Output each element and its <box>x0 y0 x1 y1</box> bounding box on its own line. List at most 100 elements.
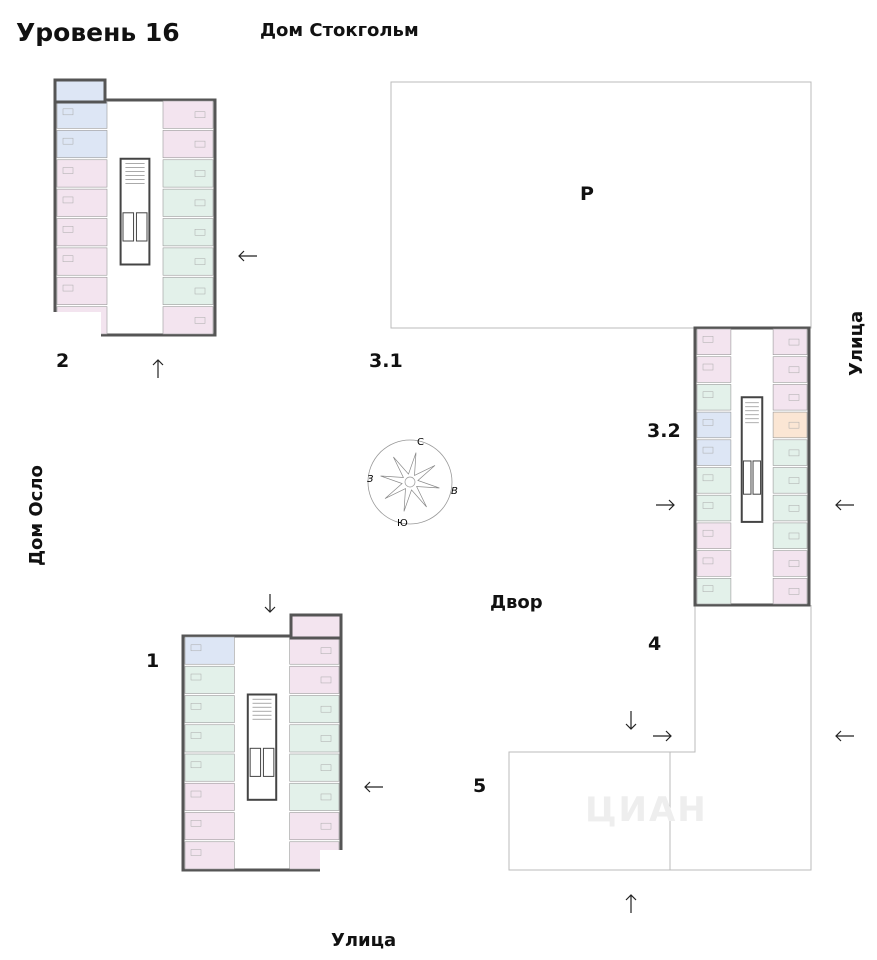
building-2-notch <box>53 312 101 337</box>
furniture <box>190 732 202 739</box>
furniture <box>190 761 202 769</box>
entrance-arrow-icon <box>152 359 164 378</box>
apartment <box>696 411 732 439</box>
compass-north: С <box>417 437 424 448</box>
furniture <box>788 449 800 457</box>
section-2-label[interactable]: 2 <box>56 350 70 372</box>
furniture <box>62 167 74 174</box>
apartment <box>772 439 808 466</box>
section-4-5-outline[interactable] <box>508 605 812 871</box>
apartment <box>162 130 214 159</box>
furniture <box>190 820 202 827</box>
yard-label: Двор <box>490 592 543 613</box>
furniture <box>320 647 332 654</box>
furniture <box>702 585 714 592</box>
apartment <box>772 577 808 605</box>
section-4-label[interactable]: 4 <box>648 633 662 655</box>
apartment <box>772 467 808 494</box>
furniture <box>62 255 74 262</box>
entrance-arrow-icon <box>835 730 854 742</box>
furniture <box>190 849 202 856</box>
apartment <box>696 522 732 549</box>
entrance-arrow-icon <box>264 594 276 613</box>
building-3-2 <box>693 326 811 607</box>
entrance-arrow-icon <box>653 730 672 742</box>
elevator <box>135 212 148 242</box>
furniture <box>788 505 800 512</box>
furniture <box>62 108 74 116</box>
apartment <box>162 306 214 335</box>
level-title: Уровень 16 <box>16 18 180 47</box>
apartment <box>162 247 214 276</box>
apartment <box>289 753 340 782</box>
entrance-arrow-icon <box>364 781 383 793</box>
building-1 <box>181 634 343 872</box>
furniture <box>702 419 714 426</box>
elevator <box>742 460 752 495</box>
furniture <box>194 258 206 265</box>
apartment <box>696 328 732 356</box>
furniture <box>702 529 714 537</box>
building-2-top-wing <box>53 78 107 104</box>
apartment <box>772 356 808 383</box>
furniture <box>194 170 206 177</box>
furniture <box>788 421 800 429</box>
compass-west: З <box>367 474 374 485</box>
furniture <box>788 477 800 484</box>
watermark: ЦИАН <box>585 790 708 830</box>
apartment <box>289 812 340 841</box>
furniture <box>788 588 800 595</box>
furniture <box>788 394 800 401</box>
furniture <box>320 793 332 801</box>
compass: С Ю З В <box>367 437 458 529</box>
apartment <box>289 636 340 665</box>
furniture <box>190 703 202 710</box>
apartment <box>696 467 732 494</box>
furniture <box>190 790 202 798</box>
section-1-label[interactable]: 1 <box>146 650 160 672</box>
parking-area[interactable] <box>390 81 812 329</box>
elevator <box>122 212 135 242</box>
apartment <box>162 100 214 129</box>
stair-lift-core <box>246 693 278 801</box>
furniture <box>62 196 74 204</box>
apartment <box>772 550 808 577</box>
section-3-2-label[interactable]: 3.2 <box>647 420 681 442</box>
street-bottom-label: Улица <box>331 930 397 951</box>
elevator <box>752 460 762 495</box>
apartment <box>289 782 340 811</box>
apartment <box>56 276 108 305</box>
apartment <box>289 665 340 694</box>
entrance-arrow-icon <box>625 894 637 913</box>
apartment <box>162 159 214 188</box>
apartment <box>696 494 732 522</box>
building-2 <box>53 98 217 337</box>
entrance-arrow-icon <box>238 250 257 262</box>
apartment <box>696 356 732 383</box>
furniture <box>194 229 206 236</box>
furniture <box>702 474 714 482</box>
apartment <box>772 384 808 411</box>
section-3-1-label[interactable]: 3.1 <box>369 350 403 372</box>
apartment <box>696 439 732 466</box>
furniture <box>194 199 206 207</box>
compass-south: Ю <box>397 518 408 529</box>
entrance-arrow-icon <box>835 499 854 511</box>
stair-lift-core <box>119 157 151 266</box>
apartment <box>772 411 808 439</box>
elevator <box>249 747 262 777</box>
furniture <box>788 560 800 567</box>
furniture <box>702 363 714 371</box>
furniture <box>320 735 332 742</box>
furniture <box>194 140 206 148</box>
building-1-top-wing <box>289 613 343 640</box>
entrance-arrow-icon <box>625 711 637 730</box>
compass-east: В <box>451 486 458 497</box>
parking-label: P <box>580 183 594 205</box>
section-5-label[interactable]: 5 <box>473 775 487 797</box>
furniture <box>702 391 714 398</box>
entrance-arrow-icon <box>656 499 675 511</box>
apartment <box>289 724 340 753</box>
apartment <box>289 695 340 724</box>
